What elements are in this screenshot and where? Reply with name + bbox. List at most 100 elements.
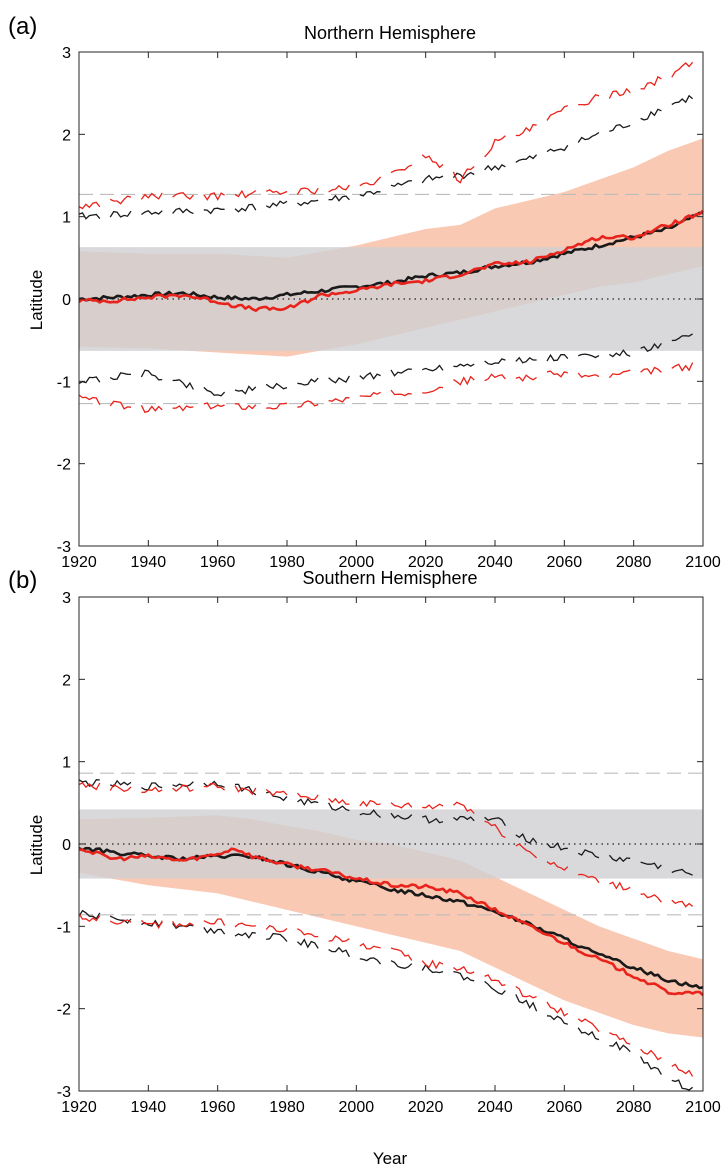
panel-a-tag: (a): [8, 13, 37, 40]
panel-a-gray-band: [79, 247, 703, 351]
panel-b-series-2-black-upper-dashed-segment: [359, 809, 382, 819]
panel-a-series-4-black-lower-dashed-segment: [78, 376, 101, 385]
panel-a-series-4-black-lower-dashed-segment: [203, 386, 226, 397]
panel-b-series-4-black-lower-dashed-segment: [515, 994, 538, 1012]
panel-a-series-4-black-lower-dashed-segment: [577, 353, 600, 359]
panel-b-tag: (b): [8, 567, 37, 594]
panel-b-series-3-red-upper-dashed-segment: [640, 893, 662, 903]
panel-b-series-3-red-upper-dashed-segment: [422, 803, 444, 810]
panel-a-series-2-black-upper-dashed-segment: [265, 200, 288, 209]
panel-b-series-3-red-upper-dashed-segment: [578, 873, 600, 884]
panel-b-series-3-red-upper-dashed-segment: [609, 881, 631, 891]
panel-a-plot: 1920 1940 1960 1980 2000 2020 2040 2060 2080 2100…: [57, 45, 721, 571]
panel-b-series-3-red-upper-dashed: [78, 782, 693, 908]
panel-b-x-tick-label: 1940: [131, 1099, 167, 1116]
panel-b-series-2-black-upper-dashed-segment: [577, 849, 600, 859]
panel-a-series-3-red-upper-dashed-segment: [640, 75, 662, 90]
panel-b-series-3-red-upper-dashed-segment: [390, 802, 413, 809]
panel-b-series-2-black-upper-dashed-segment: [390, 812, 413, 820]
panel-b-x-axis-label: Year: [373, 1149, 408, 1168]
panel-a-series-3-red-upper-dashed-segment: [140, 192, 163, 200]
panel-a-series-5-red-lower-dashed-segment: [78, 394, 101, 406]
panel-b-series-3-red-upper-dashed-segment: [359, 799, 381, 808]
panel-b-series-5-red-lower-dashed-segment: [172, 920, 194, 929]
panel-a-y-tick-label: 1: [62, 210, 71, 227]
panel-a-series-2-black-upper-dashed-segment: [484, 164, 506, 171]
panel-b-series-3-red-upper-dashed-segment: [234, 785, 257, 796]
panel-a-series-3-red-upper-dashed-segment: [328, 184, 350, 193]
panel-a-series-3-red-upper-dashed-segment: [234, 189, 257, 199]
panel-b-x-tick-label: 2080: [616, 1099, 652, 1116]
panel-a-y-tick-label: -3: [57, 539, 71, 556]
panel-a-series-2-black-upper-dashed-segment: [671, 94, 694, 106]
panel-b-series-4-black-lower-dashed-segment: [671, 1079, 693, 1091]
panel-b-series-3-red-upper-dashed-segment: [109, 783, 132, 793]
panel-b-series-2-black-upper-dashed-segment: [546, 842, 568, 851]
panel-a-series-2-black-upper-dashed-segment: [421, 174, 444, 184]
panel-b-series-4-black-lower-dashed-segment: [266, 932, 288, 942]
panel-b-series-3-red-upper-dashed-segment: [265, 788, 288, 797]
panel-a-series-2-black-upper-dashed-segment: [234, 203, 257, 213]
panel-b-series-5-red-lower-dashed-segment: [421, 959, 444, 970]
panel-a-series-5-red-lower-dashed-segment: [328, 397, 350, 403]
panel-b-series-5-red-lower-dashed-segment: [140, 919, 163, 930]
panel-a-series-2-black-upper-dashed-segment: [577, 131, 600, 143]
panel-b-series-5-red-lower-dashed-segment: [203, 918, 226, 926]
panel-a-series-4-black-lower-dashed-segment: [328, 375, 350, 384]
panel-a-x-tick-label: 1940: [131, 554, 167, 571]
panel-a-series-4-black-lower-dashed-segment: [359, 371, 381, 380]
panel-a-series-3-red-upper-dashed-segment: [359, 176, 382, 187]
panel-a-series-2-black-upper-dashed: [78, 94, 694, 220]
panel-b-series-3-red-upper-dashed-segment: [172, 784, 194, 793]
panel-b-series-4-black-lower-dashed-segment: [328, 946, 350, 958]
panel-a-series-5-red-lower-dashed-segment: [266, 402, 288, 410]
panel-a-x-tick-label: 1920: [61, 554, 97, 571]
panel-b-series-2-black-upper-dashed-segment: [484, 816, 506, 827]
panel-a-series-5-red-lower-dashed-segment: [577, 372, 600, 379]
panel-a-series-3-red-upper-dashed-segment: [546, 104, 569, 121]
panel-b-series-5-red-lower-dashed-segment: [328, 935, 350, 943]
panel-b-series-2-black-upper-dashed-segment: [141, 782, 163, 791]
panel-a-series-2-black-upper-dashed-segment: [390, 180, 412, 187]
panel-b-series-3-red-upper-dashed-segment: [141, 786, 163, 793]
panel-b-series-3-red-upper-dashed-segment: [546, 861, 569, 871]
panel-a-series-5-red-lower-dashed-segment: [109, 400, 132, 410]
panel-b-series-4-black-lower-dashed-segment: [421, 963, 444, 974]
panel-a-x-tick-label: 1980: [269, 554, 305, 571]
panel-b-series-5-red-lower-dashed-segment: [234, 922, 256, 928]
panel-a-series-4-black-lower-dashed-segment: [640, 343, 662, 353]
panel-a-series-3-red-upper-dashed-segment: [484, 135, 506, 158]
panel-b-series-3-red-upper-dashed-segment: [296, 792, 319, 801]
panel-a-series-4-black-lower-dashed-segment: [671, 333, 693, 342]
panel-b-series-2-black-upper-dashed-segment: [328, 802, 350, 812]
panel-b-y-tick-label: 0: [62, 837, 71, 854]
panel-b-y-tick-label: 2: [62, 672, 71, 689]
panel-a-series-3-red-upper-dashed-segment: [390, 164, 413, 174]
panel-a-series-4-black-lower-dashed-segment: [297, 377, 319, 386]
panel-b-series-2-black-upper-dashed-segment: [453, 815, 475, 822]
panel-a-y-tick-label: 2: [62, 127, 71, 144]
panel-b-series-3-red-upper-dashed-segment: [78, 782, 101, 791]
panel-a-y-tick-label: 3: [62, 45, 71, 62]
panel-b-series-4-black-lower-dashed-segment: [109, 915, 132, 924]
panel-a-series-4-black-lower-dashed-segment: [265, 382, 288, 390]
panel-a-series-2-black-upper-dashed-segment: [640, 108, 662, 121]
panel-b-series-4-black-lower-dashed-segment: [390, 960, 413, 969]
panel-a-series-3-red-upper-dashed-segment: [265, 189, 288, 195]
panel-b-series-3-red-upper-dashed-segment: [328, 797, 350, 805]
panel-b-x-tick-label: 1960: [200, 1099, 236, 1116]
panel-a-series-3-red-upper-dashed-segment: [172, 191, 194, 200]
panel-a-series-2-black-upper-dashed-segment: [109, 210, 132, 218]
panel-b-series-4-black-lower-dashed-segment: [546, 1015, 568, 1025]
panel-b-series-4-black-lower-dashed-segment: [484, 980, 506, 995]
panel-a-series-5-red-lower-dashed-segment: [140, 405, 163, 414]
panel-a-series-4-black-lower-dashed-segment: [546, 353, 569, 362]
panel-b-series-2-black-upper-dashed-segment: [422, 815, 444, 824]
panel-a-y-tick-label: -2: [57, 457, 71, 474]
panel-a-series-4-black-lower-dashed-segment: [390, 368, 412, 377]
panel-a-series-4-black-lower-dashed-segment: [609, 349, 631, 358]
panel-b-x-tick-label: 2000: [339, 1099, 375, 1116]
panel-a-series-2-black-upper-dashed-segment: [546, 144, 569, 153]
panel-a-series-5-red-lower-dashed-segment: [297, 400, 319, 408]
